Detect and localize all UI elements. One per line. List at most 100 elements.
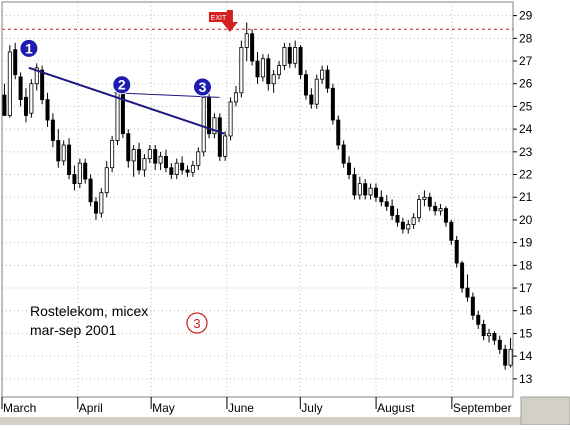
candle (72, 165, 77, 191)
candle (379, 190, 384, 207)
candle-body (373, 187, 378, 198)
candle-body (83, 162, 88, 180)
marker-circle (192, 77, 212, 97)
candle (180, 156, 185, 175)
x-tick-label: June (228, 401, 254, 415)
candle-body (239, 47, 244, 94)
marker-label: 3 (199, 79, 207, 95)
x-tick-label: August (377, 401, 415, 415)
candle-body (314, 78, 319, 105)
candle (508, 337, 513, 368)
candle-body (29, 83, 34, 114)
candle-body (104, 167, 109, 194)
candle-body (131, 149, 136, 162)
candle (147, 145, 152, 164)
candle-body (61, 144, 66, 162)
y-tick-label: 25 (519, 99, 533, 113)
candle (287, 42, 292, 68)
candle-body (137, 149, 142, 171)
candle-body (180, 162, 185, 171)
exit-label: EXIT (211, 15, 227, 22)
candle-body (406, 224, 411, 230)
candle-body (438, 208, 443, 212)
y-tick-label: 24 (519, 122, 533, 136)
candle (449, 219, 454, 245)
bottom-strip (0, 417, 570, 425)
candle (347, 156, 352, 180)
candle-body (147, 149, 152, 160)
candle (212, 113, 217, 139)
candle-body (476, 314, 481, 325)
candle (395, 208, 400, 227)
corner-box (520, 396, 570, 426)
candle-body (223, 135, 228, 157)
candle (67, 138, 72, 180)
candlestick-series (2, 22, 513, 370)
marker-3: 3 (192, 77, 212, 97)
candle-body (390, 205, 395, 216)
candle (309, 88, 314, 109)
candle (88, 174, 93, 207)
annotation-line-2: mar-sep 2001 (30, 322, 117, 338)
candle (417, 194, 422, 223)
candle-body (67, 144, 72, 175)
candle (368, 183, 373, 200)
candle-body (45, 99, 50, 121)
candle (470, 292, 475, 320)
candle-body (212, 117, 217, 135)
candle (34, 63, 39, 91)
candle-body (487, 333, 492, 337)
candle-body (481, 323, 486, 337)
candle-body (56, 140, 61, 162)
marker-1: 1 (19, 38, 39, 58)
candle-body (110, 140, 115, 169)
exit-signal: EXIT (208, 10, 238, 32)
candle-body (503, 348, 508, 366)
marker-circle (19, 38, 39, 58)
candle (239, 40, 244, 98)
candle (255, 51, 260, 84)
candle (13, 42, 18, 80)
candle-body (244, 33, 249, 48)
candle-body (99, 192, 104, 214)
candle-body (77, 162, 82, 185)
candle (142, 154, 147, 177)
candle-body (293, 47, 298, 64)
candle (443, 206, 448, 227)
candle-body (217, 117, 222, 157)
candle (373, 183, 378, 202)
candle-body (443, 208, 448, 223)
downtrend-line (28, 66, 225, 135)
candle-body (298, 47, 303, 76)
candle-body (303, 74, 308, 96)
candle (277, 61, 282, 80)
candle-body (470, 296, 475, 316)
candle (422, 190, 427, 207)
candle-body (88, 178, 93, 203)
candle-body (357, 183, 362, 196)
candle (465, 274, 470, 302)
candle (131, 145, 136, 177)
candle-body (201, 96, 206, 153)
pattern-markers: 1 2 3 (19, 38, 212, 97)
candle-body (163, 155, 168, 169)
candle-body (2, 94, 7, 116)
y-tick-label: 18 (519, 258, 533, 272)
candle-body (40, 69, 45, 101)
candle (169, 163, 174, 180)
candle-body (330, 87, 335, 121)
candle-body (93, 201, 98, 214)
candle (260, 54, 265, 82)
y-tick-label: 20 (519, 213, 533, 227)
candle-body (277, 65, 282, 76)
candle-body (460, 262, 465, 289)
candle (45, 92, 50, 127)
candle-body (363, 183, 368, 196)
marker-label: 2 (118, 77, 126, 93)
candle (476, 310, 481, 329)
candle (487, 328, 492, 343)
candle (83, 158, 88, 184)
candle-body (196, 151, 201, 166)
candle-body (169, 167, 174, 175)
candle-body (174, 162, 179, 175)
